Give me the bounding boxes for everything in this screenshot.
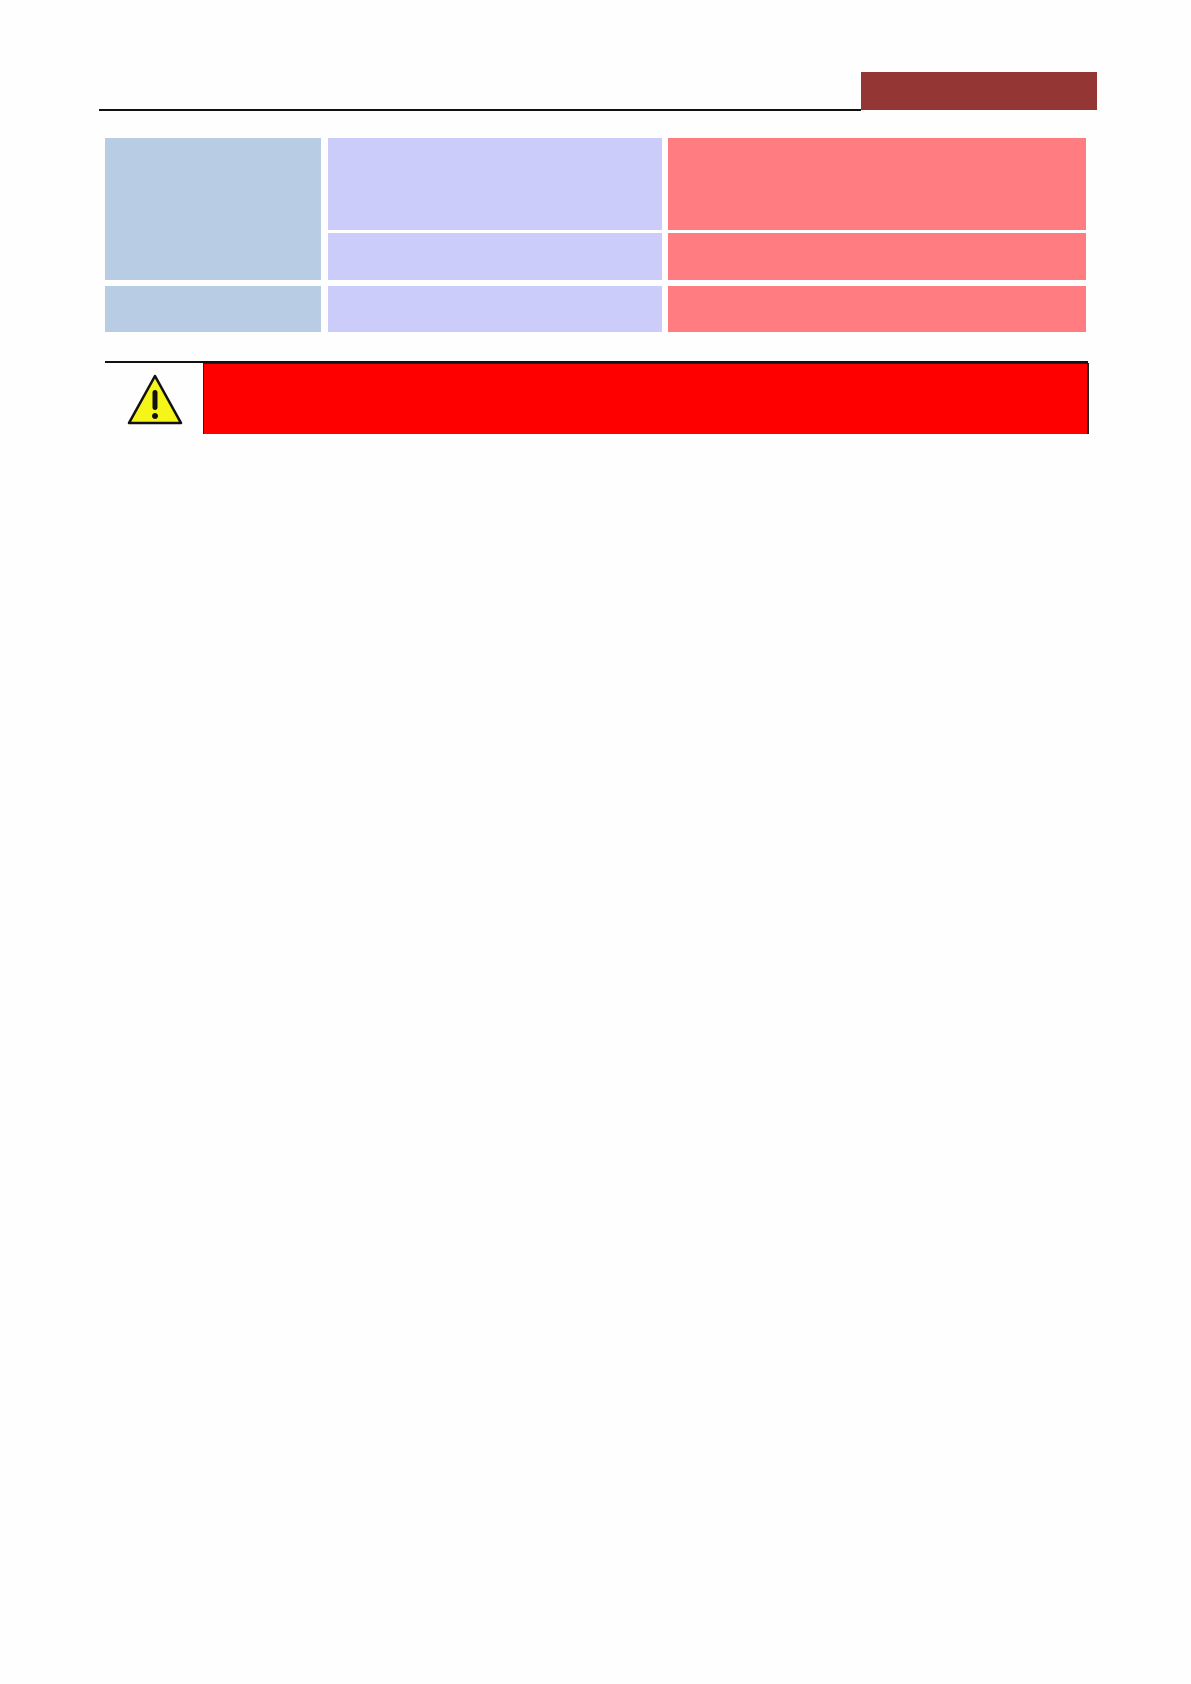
table-cell [328,286,662,332]
table-cell [668,138,1086,230]
table-cell [328,138,662,230]
table-cell [105,286,321,332]
warning-box [203,363,1089,434]
table-cell [668,233,1086,280]
header-rule [99,109,861,111]
header-banner [861,72,1097,110]
table-cell [105,138,321,280]
table-cell [668,286,1086,332]
warning-rule [105,361,1088,363]
warning-triangle-icon [126,373,184,427]
table-cell [328,233,662,280]
